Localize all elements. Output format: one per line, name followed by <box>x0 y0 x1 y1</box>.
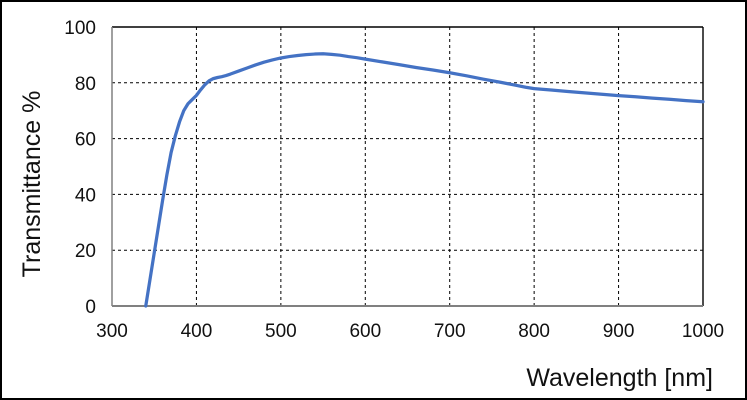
y-tick-label: 80 <box>75 74 96 95</box>
x-tick-label: 400 <box>181 321 213 342</box>
x-tick-label: 600 <box>349 321 381 342</box>
y-tick-label: 100 <box>64 18 96 39</box>
y-axis-title: Transmittance % <box>18 91 46 278</box>
plot-area-border <box>111 26 704 307</box>
x-axis-title: Wavelength [nm] <box>526 364 713 392</box>
x-tick-label: 1000 <box>682 321 724 342</box>
y-tick-label: 20 <box>75 241 96 262</box>
x-tick-label: 700 <box>434 321 466 342</box>
y-tick-label: 40 <box>75 185 96 206</box>
gridlines <box>112 27 703 306</box>
x-tick-label: 300 <box>96 321 128 342</box>
x-axis-tick-labels: 300 400 500 600 700 800 900 1000 <box>96 321 724 342</box>
x-tick-label: 500 <box>265 321 297 342</box>
y-tick-label: 60 <box>75 130 96 151</box>
x-tick-label: 800 <box>518 321 550 342</box>
y-axis-tick-labels: 0 20 40 60 80 100 <box>64 18 96 318</box>
transmittance-curve <box>144 52 705 308</box>
x-tick-label: 900 <box>603 321 635 342</box>
y-tick-label: 0 <box>85 297 96 318</box>
